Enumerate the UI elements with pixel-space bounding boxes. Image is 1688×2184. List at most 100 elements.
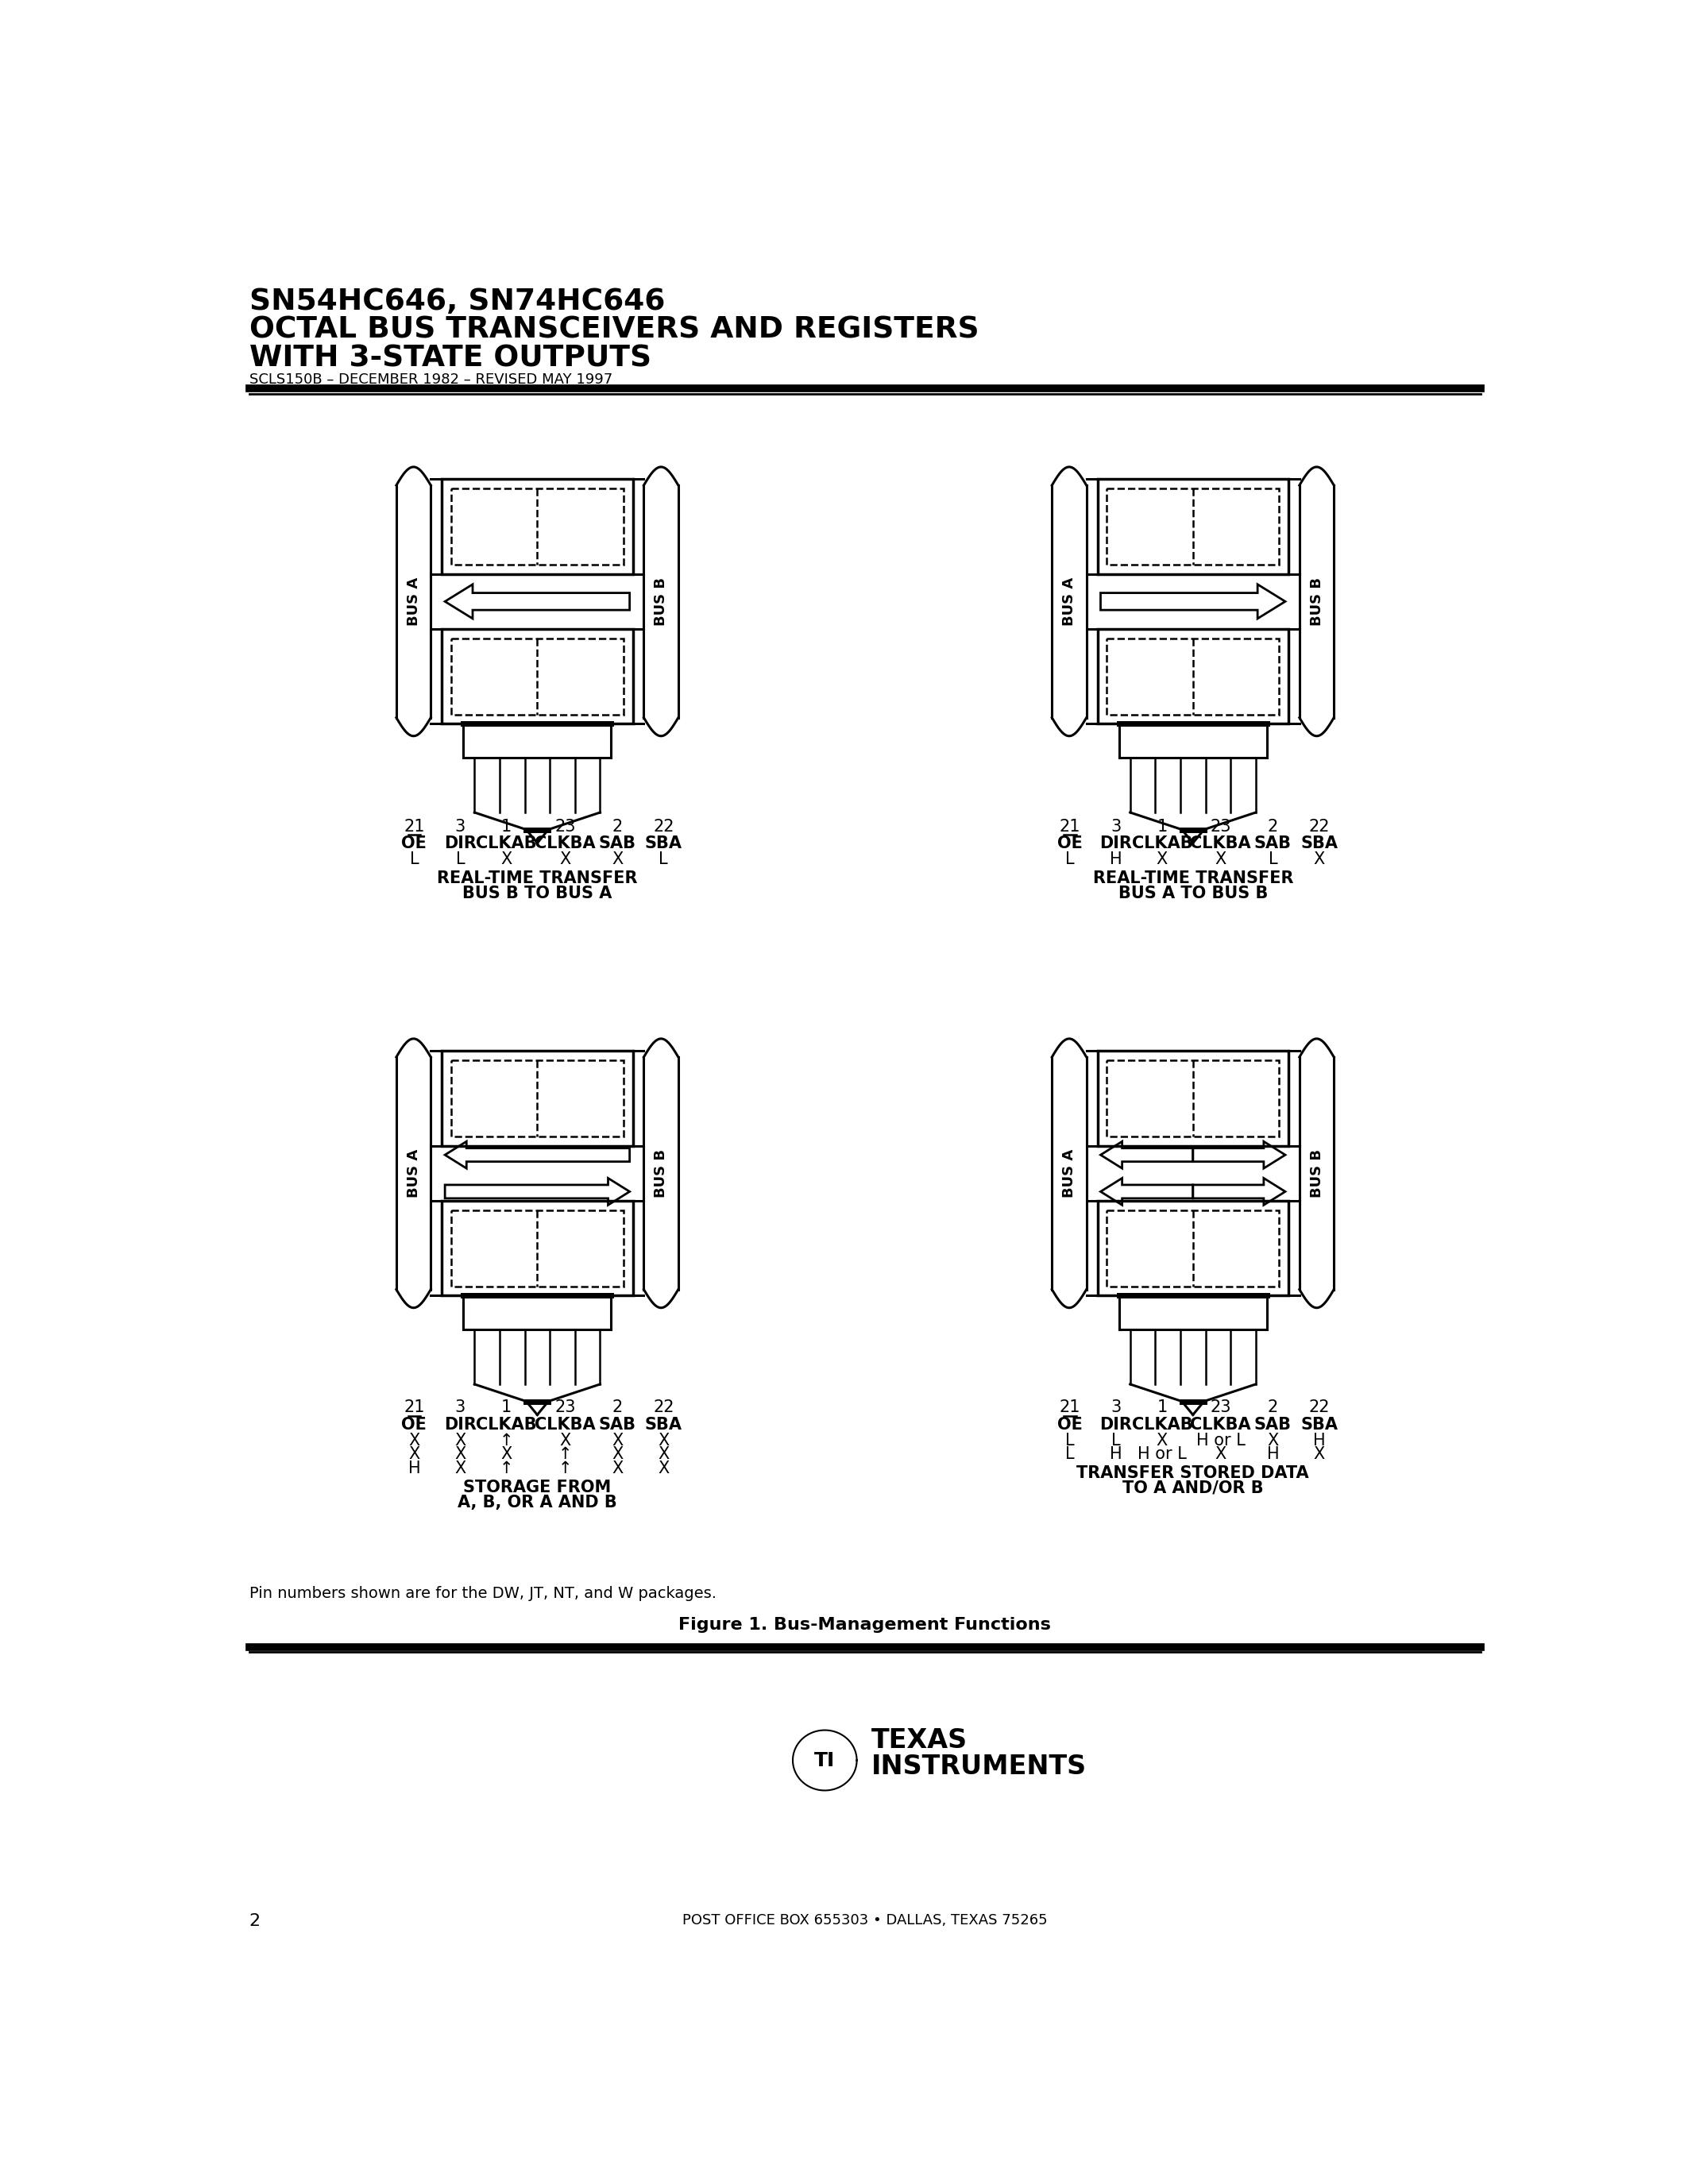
Text: 3: 3 — [456, 1400, 466, 1415]
Text: L: L — [1111, 1433, 1121, 1448]
Bar — [1107, 638, 1280, 714]
Text: X: X — [1268, 1433, 1278, 1448]
Text: X: X — [611, 1461, 623, 1476]
Text: 22: 22 — [1308, 819, 1330, 834]
Text: 23: 23 — [554, 819, 576, 834]
Text: POST OFFICE BOX 655303 • DALLAS, TEXAS 75265: POST OFFICE BOX 655303 • DALLAS, TEXAS 7… — [682, 1913, 1047, 1928]
Text: X: X — [1313, 852, 1325, 867]
Text: SAB: SAB — [1254, 836, 1291, 852]
Text: SBA: SBA — [1300, 1417, 1339, 1433]
Bar — [442, 629, 633, 723]
Text: Figure 1. Bus-Management Functions: Figure 1. Bus-Management Functions — [679, 1616, 1052, 1631]
Text: L: L — [1065, 1446, 1075, 1463]
Text: BUS A: BUS A — [1062, 1149, 1077, 1197]
Text: CLKAB: CLKAB — [476, 1417, 537, 1433]
Text: X: X — [454, 1446, 466, 1463]
Text: H: H — [408, 1461, 420, 1476]
Text: Pin numbers shown are for the DW, JT, NT, and W packages.: Pin numbers shown are for the DW, JT, NT… — [250, 1586, 716, 1601]
Text: 1: 1 — [501, 819, 511, 834]
Text: H: H — [1109, 852, 1123, 867]
Text: SBA: SBA — [1300, 836, 1339, 852]
Text: BUS A: BUS A — [407, 1149, 420, 1197]
Text: OCTAL BUS TRANSCEIVERS AND REGISTERS: OCTAL BUS TRANSCEIVERS AND REGISTERS — [250, 317, 979, 345]
Text: SN54HC646, SN74HC646: SN54HC646, SN74HC646 — [250, 288, 665, 317]
Text: 22: 22 — [653, 1400, 674, 1415]
Text: X: X — [454, 1461, 466, 1476]
Text: WITH 3-STATE OUTPUTS: WITH 3-STATE OUTPUTS — [250, 345, 652, 373]
Text: BUS B: BUS B — [653, 577, 668, 625]
Text: L: L — [456, 852, 464, 867]
Text: ↑: ↑ — [500, 1433, 513, 1448]
Text: BUS B: BUS B — [1310, 1149, 1323, 1197]
Text: DIR: DIR — [1101, 836, 1133, 852]
Text: 22: 22 — [653, 819, 674, 834]
Text: BUS B TO BUS A: BUS B TO BUS A — [463, 885, 613, 902]
Text: X: X — [1156, 852, 1168, 867]
Text: SCLS150B – DECEMBER 1982 – REVISED MAY 1997: SCLS150B – DECEMBER 1982 – REVISED MAY 1… — [250, 371, 613, 387]
Text: 21: 21 — [403, 1400, 425, 1415]
Text: L: L — [1065, 1433, 1075, 1448]
Bar — [1107, 1059, 1280, 1136]
Text: CLKBA: CLKBA — [535, 1417, 596, 1433]
Text: 21: 21 — [403, 819, 425, 834]
Bar — [451, 489, 623, 566]
Text: X: X — [501, 1446, 511, 1463]
Bar — [1097, 478, 1288, 574]
Text: L: L — [1065, 852, 1075, 867]
Text: SAB: SAB — [1254, 1417, 1291, 1433]
Text: 2: 2 — [1268, 1400, 1278, 1415]
Text: CLKBA: CLKBA — [1190, 1417, 1251, 1433]
Text: CLKBA: CLKBA — [1190, 836, 1251, 852]
Text: DIR: DIR — [1101, 1417, 1133, 1433]
Text: 1: 1 — [1156, 819, 1168, 834]
Bar — [451, 1210, 623, 1286]
Text: L: L — [658, 852, 668, 867]
Text: A, B, OR A AND B: A, B, OR A AND B — [457, 1494, 618, 1509]
Bar — [442, 478, 633, 574]
Text: 21: 21 — [1060, 819, 1080, 834]
Bar — [451, 1059, 623, 1136]
Text: X: X — [611, 852, 623, 867]
Text: BUS B: BUS B — [653, 1149, 668, 1197]
Text: BUS A: BUS A — [1062, 577, 1077, 627]
Text: X: X — [658, 1433, 668, 1448]
Text: STORAGE FROM: STORAGE FROM — [463, 1479, 611, 1496]
Text: 2: 2 — [613, 819, 623, 834]
Text: H or L: H or L — [1138, 1446, 1187, 1463]
Text: SAB: SAB — [599, 1417, 636, 1433]
Text: X: X — [611, 1433, 623, 1448]
Text: X: X — [1313, 1446, 1325, 1463]
Text: OE: OE — [1057, 836, 1082, 852]
Text: 2: 2 — [250, 1913, 260, 1928]
Text: SBA: SBA — [645, 1417, 682, 1433]
Text: X: X — [658, 1461, 668, 1476]
Text: H: H — [1109, 1446, 1123, 1463]
Text: X: X — [408, 1446, 420, 1463]
Text: BUS A: BUS A — [407, 577, 420, 627]
Text: SBA: SBA — [645, 836, 682, 852]
Text: TI: TI — [814, 1752, 836, 1769]
Text: X: X — [1215, 852, 1225, 867]
Text: TRANSFER STORED DATA: TRANSFER STORED DATA — [1077, 1465, 1310, 1481]
Text: 2: 2 — [613, 1400, 623, 1415]
Text: 2: 2 — [1268, 819, 1278, 834]
Bar — [1097, 629, 1288, 723]
Bar — [1097, 1051, 1288, 1147]
Text: CLKAB: CLKAB — [1131, 836, 1192, 852]
Text: X: X — [611, 1446, 623, 1463]
Text: OE: OE — [402, 1417, 427, 1433]
Text: OE: OE — [1057, 1417, 1082, 1433]
Text: 1: 1 — [501, 1400, 511, 1415]
Text: BUS B: BUS B — [1310, 577, 1323, 625]
Text: 23: 23 — [1210, 819, 1231, 834]
Text: ↑: ↑ — [500, 1461, 513, 1476]
Bar — [442, 1051, 633, 1147]
Text: REAL-TIME TRANSFER: REAL-TIME TRANSFER — [1092, 871, 1293, 887]
Bar — [1097, 1201, 1288, 1295]
Text: BUS A TO BUS B: BUS A TO BUS B — [1117, 885, 1268, 902]
Text: 1: 1 — [1156, 1400, 1168, 1415]
Text: TEXAS: TEXAS — [871, 1728, 967, 1754]
Bar — [1107, 489, 1280, 566]
Text: DIR: DIR — [444, 1417, 476, 1433]
Text: L: L — [1268, 852, 1278, 867]
